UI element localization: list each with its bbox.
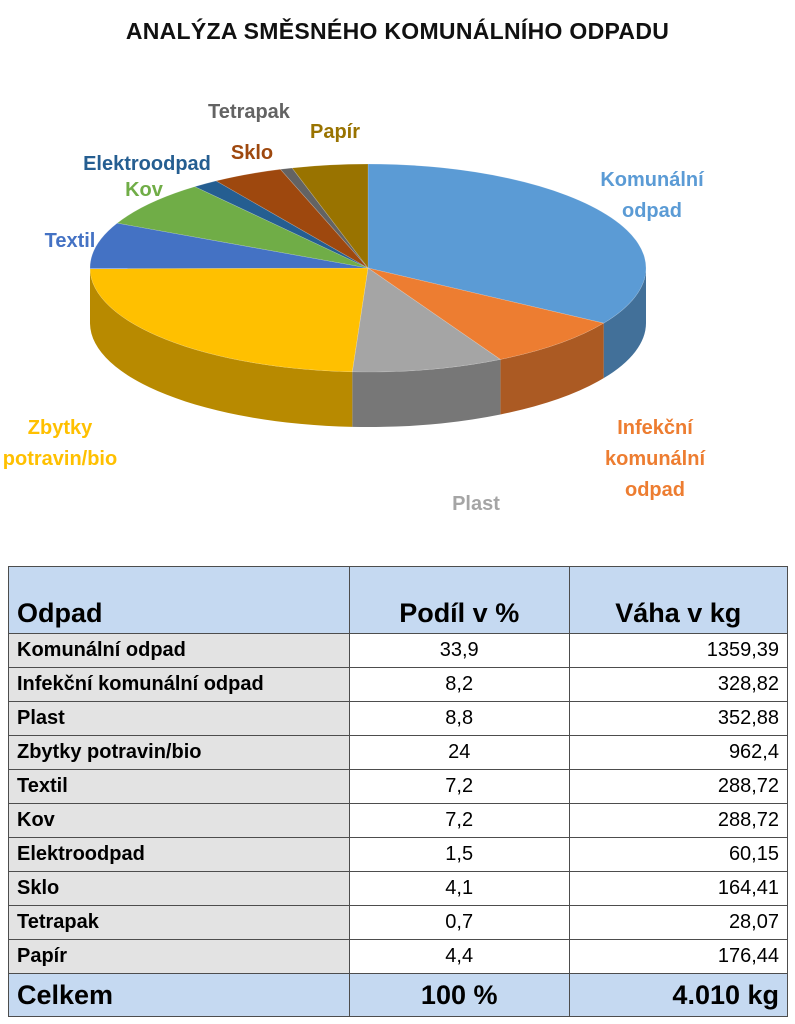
pie-slice-side xyxy=(603,268,646,379)
table-cell-podil: 33,9 xyxy=(348,633,570,668)
pie-slice xyxy=(89,267,369,373)
table-cell-vaha: 352,88 xyxy=(568,701,789,736)
table-cell-odpad: Tetrapak xyxy=(8,905,350,940)
table-cell-odpad: Papír xyxy=(8,939,350,974)
table-row: Plast 8,8 352,88 xyxy=(8,701,789,736)
table-row: Elektroodpad 1,5 60,15 xyxy=(8,837,789,872)
table-cell-podil: 8,8 xyxy=(348,701,570,736)
slice-label-line: odpad xyxy=(622,200,682,222)
table-row: Tetrapak 0,7 28,07 xyxy=(8,905,789,940)
slice-label-line: Textil xyxy=(45,230,96,252)
table-cell-podil: 4,4 xyxy=(348,939,570,974)
slice-label: Textil xyxy=(45,230,96,252)
table-cell-odpad: Textil xyxy=(8,769,350,804)
table-cell-podil: 7,2 xyxy=(348,769,570,804)
table-row: Infekční komunální odpad 8,2 328,82 xyxy=(8,667,789,702)
table-row: Papír 4,4 176,44 xyxy=(8,939,789,974)
table-cell-vaha: 28,07 xyxy=(568,905,789,940)
table-cell-podil: 24 xyxy=(348,735,570,770)
table-cell-vaha: 962,4 xyxy=(568,735,789,770)
pie-slice xyxy=(367,163,647,324)
pie-slice xyxy=(89,222,369,269)
slice-label-line: odpad xyxy=(625,479,685,501)
table-cell-podil: 7,2 xyxy=(348,803,570,838)
slice-label-line: komunální xyxy=(605,448,706,470)
slice-label-line: Plast xyxy=(452,493,500,515)
slice-label: Zbytky potravin/bio xyxy=(3,417,117,470)
slice-label: Kov xyxy=(125,179,164,201)
header-odpad: Odpad xyxy=(8,566,350,634)
header-podil: Podíl v % xyxy=(348,566,570,634)
slice-label: Plast xyxy=(452,493,500,515)
pie-slice xyxy=(116,186,369,269)
table-cell-vaha: 328,82 xyxy=(568,667,789,702)
chart-title: ANALÝZA SMĚSNÉHO KOMUNÁLNÍHO ODPADU xyxy=(125,18,670,44)
header-vaha: Váha v kg xyxy=(568,566,789,634)
slice-label: Tetrapak xyxy=(208,101,291,123)
slice-label-line: potravin/bio xyxy=(3,448,117,470)
slice-label-line: Tetrapak xyxy=(208,101,291,123)
pie-slice xyxy=(279,167,369,269)
table-cell-odpad: Plast xyxy=(8,701,350,736)
slice-label-line: Papír xyxy=(310,121,360,143)
slice-label-line: Infekční xyxy=(617,417,694,439)
table-cell-vaha: 1359,39 xyxy=(568,633,789,668)
table-cell-podil: 0,7 xyxy=(348,905,570,940)
table-row: Sklo 4,1 164,41 xyxy=(8,871,789,906)
total-weight: 4.010 kg xyxy=(568,973,789,1017)
slice-label: Komunální odpad xyxy=(600,169,705,222)
table-cell-vaha: 60,15 xyxy=(568,837,789,872)
table-cell-odpad: Infekční komunální odpad xyxy=(8,667,350,702)
table-row: Kov 7,2 288,72 xyxy=(8,803,789,838)
slice-label-line: Sklo xyxy=(231,142,273,164)
waste-table: Odpad Podíl v % Váha v kg Komunální odpa… xyxy=(8,566,789,1017)
pie-slice xyxy=(367,267,605,360)
table-cell-vaha: 288,72 xyxy=(568,803,789,838)
table-cell-vaha: 288,72 xyxy=(568,769,789,804)
total-label: Celkem xyxy=(8,973,350,1017)
slice-label: Papír xyxy=(310,121,360,143)
table-cell-podil: 8,2 xyxy=(348,667,570,702)
pie-slice xyxy=(291,163,369,269)
slice-label-line: Kov xyxy=(125,179,164,201)
slice-label-line: Elektroodpad xyxy=(83,153,211,175)
table-cell-vaha: 164,41 xyxy=(568,871,789,906)
table-row: Textil 7,2 288,72 xyxy=(8,769,789,804)
table-cell-odpad: Zbytky potravin/bio xyxy=(8,735,350,770)
table-cell-podil: 4,1 xyxy=(348,871,570,906)
slice-label-line: Zbytky xyxy=(28,417,93,439)
slice-label: Infekční komunální odpad xyxy=(605,417,706,501)
pie-slice xyxy=(194,180,369,269)
total-percent: 100 % xyxy=(348,973,570,1017)
slice-label: Sklo xyxy=(231,142,273,164)
pie-slice-side xyxy=(500,323,604,415)
pie-chart: Komunální odpad Infekční komunální odpad Plas… xyxy=(3,101,707,515)
slice-label-line: Komunální xyxy=(600,169,705,191)
table-cell-odpad: Elektroodpad xyxy=(8,837,350,872)
table-cell-podil: 1,5 xyxy=(348,837,570,872)
table-row: Zbytky potravin/bio 24 962,4 xyxy=(8,735,789,770)
pie-slice xyxy=(215,168,369,269)
table-header-row: Odpad Podíl v % Váha v kg xyxy=(8,566,789,634)
table-cell-odpad: Sklo xyxy=(8,871,350,906)
slice-label: Elektroodpad xyxy=(83,153,211,175)
pie-slice-side xyxy=(90,268,353,427)
table-row: Komunální odpad 33,9 1359,39 xyxy=(8,633,789,668)
pie-slice-side xyxy=(352,359,501,428)
table-total-row: Celkem 100 % 4.010 kg xyxy=(8,973,789,1017)
table-cell-odpad: Kov xyxy=(8,803,350,838)
table-cell-odpad: Komunální odpad xyxy=(8,633,350,668)
pie-slice xyxy=(351,267,502,373)
table-cell-vaha: 176,44 xyxy=(568,939,789,974)
